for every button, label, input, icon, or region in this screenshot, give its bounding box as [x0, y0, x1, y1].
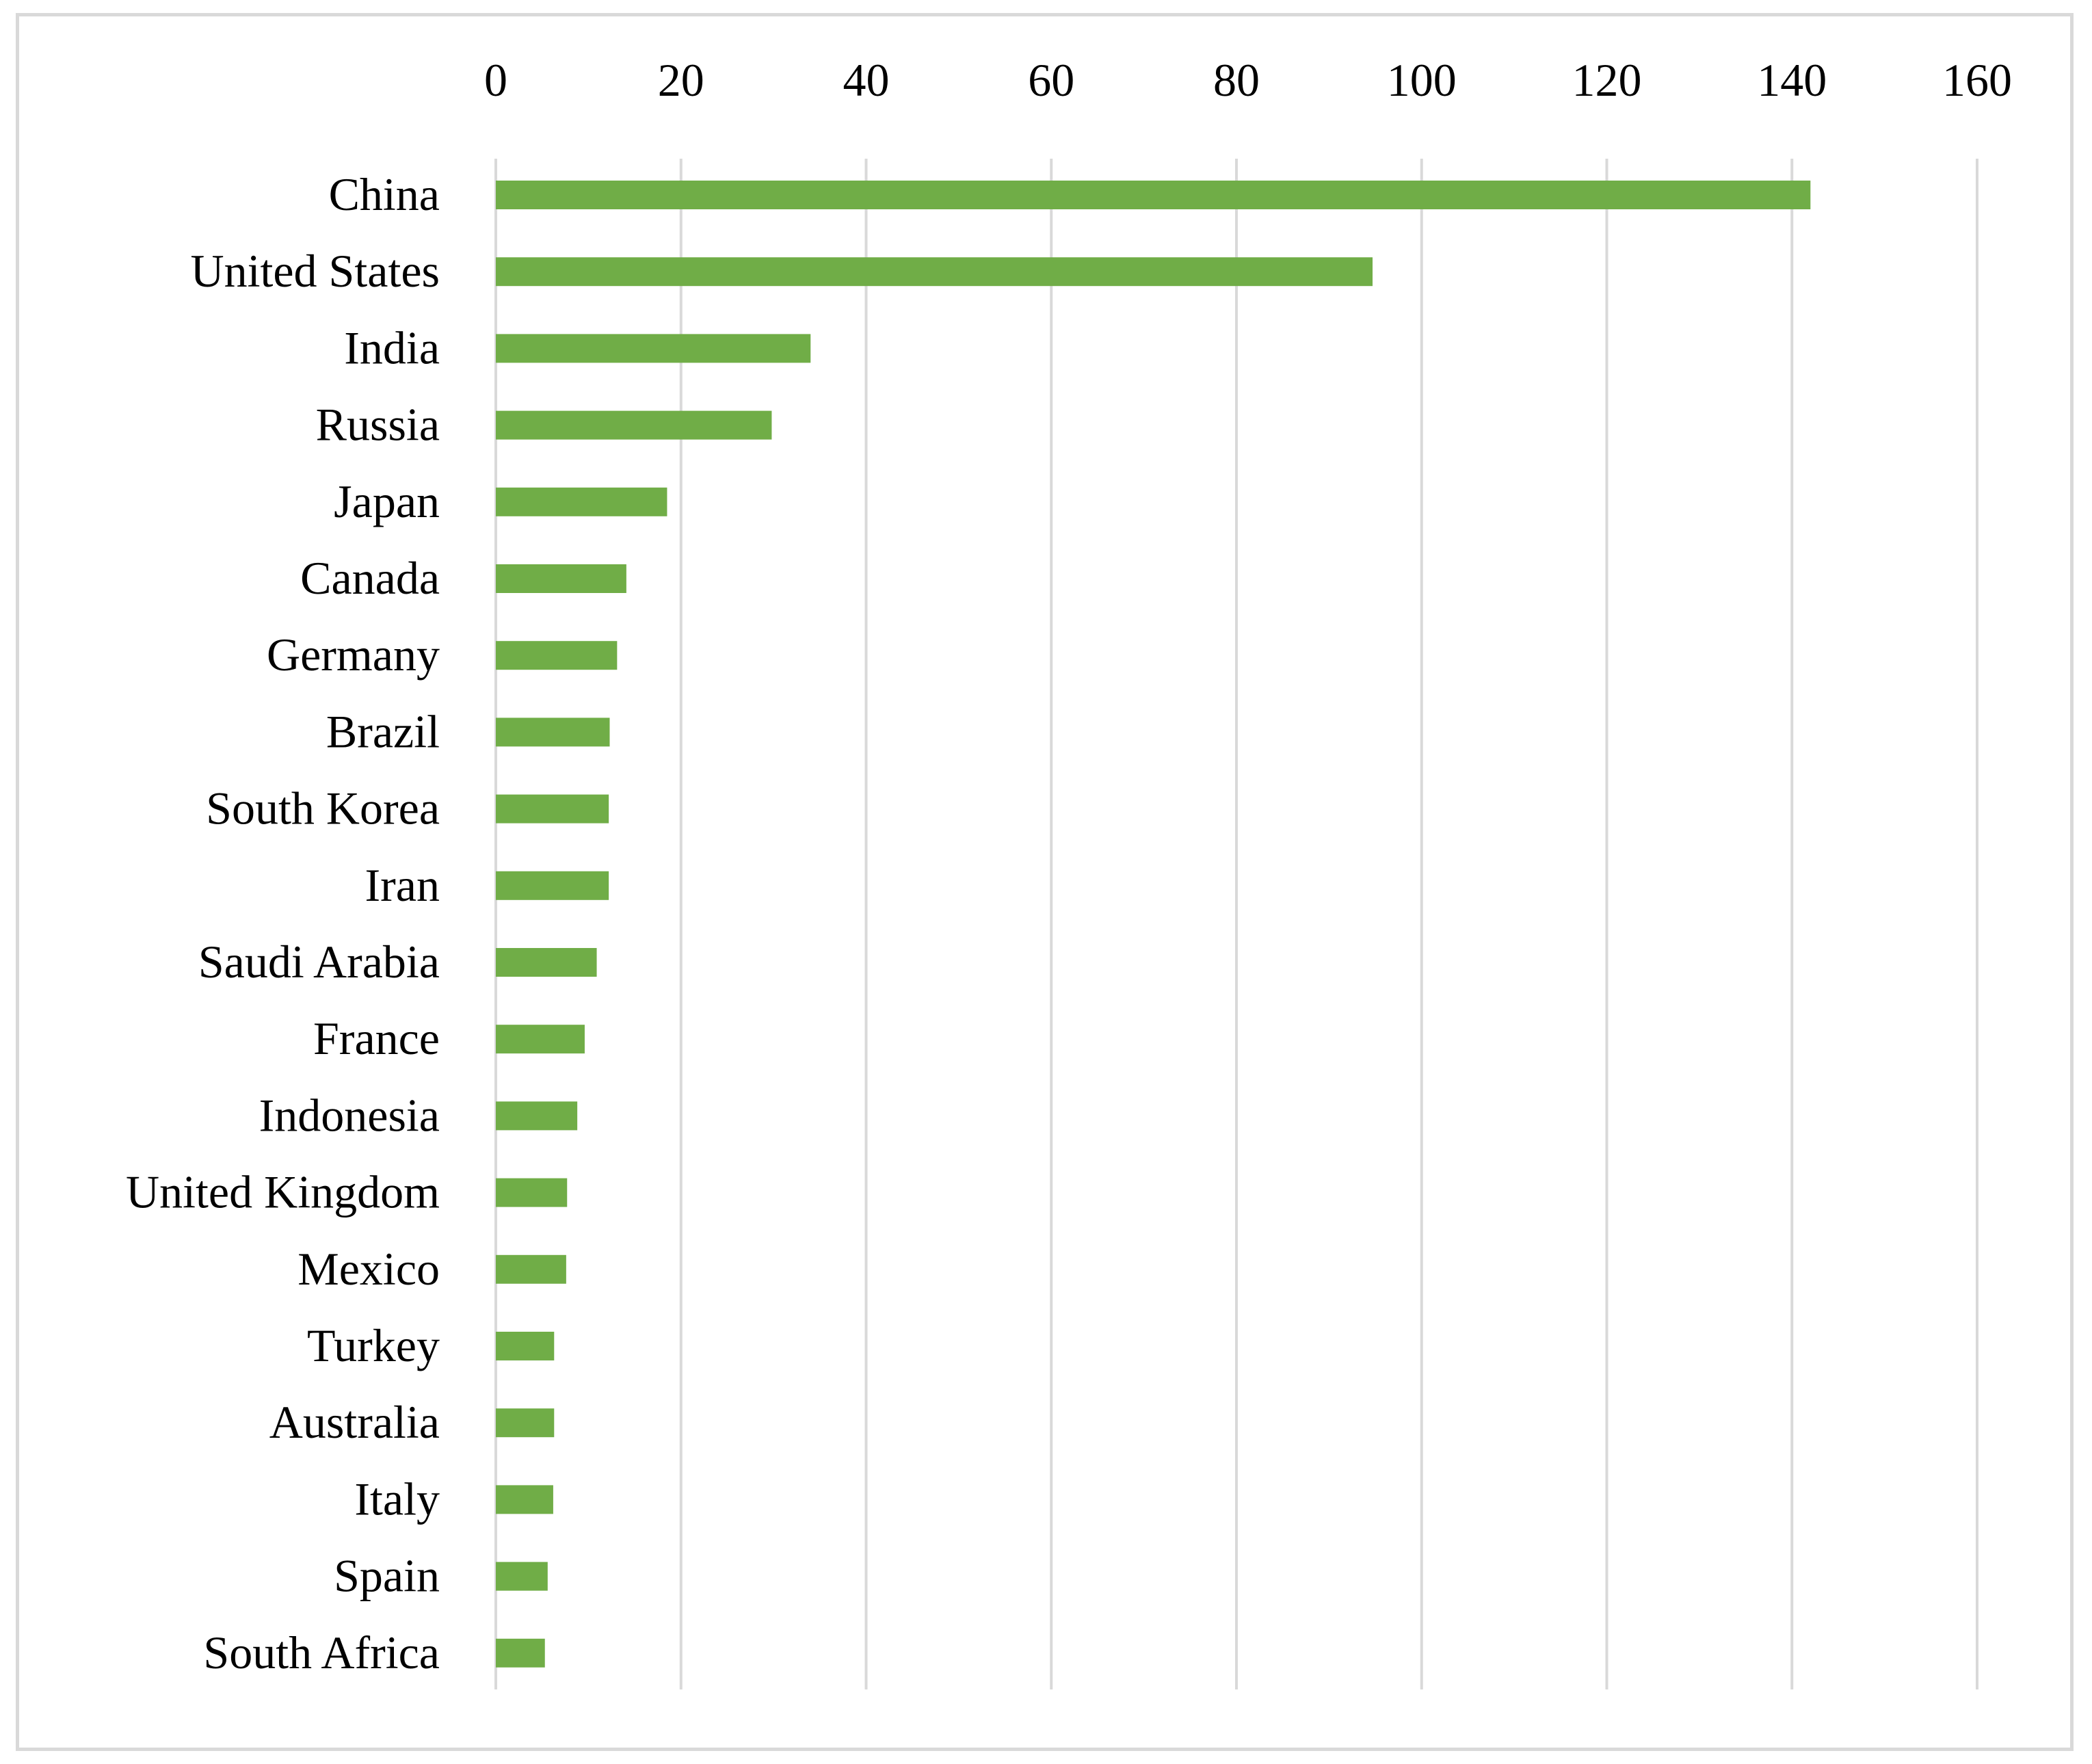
x-tick-label: 140 — [1757, 54, 1827, 106]
bar — [496, 718, 610, 747]
x-tick-label: 160 — [1942, 54, 2012, 106]
x-tick-label: 80 — [1213, 54, 1260, 106]
bar — [496, 564, 626, 593]
bar — [496, 1332, 555, 1360]
category-label: China — [329, 168, 440, 220]
category-label: South Korea — [206, 782, 440, 834]
bar — [496, 641, 618, 670]
bar — [496, 1485, 553, 1514]
category-label: United States — [190, 245, 440, 297]
category-labels: China United States India Russia Japan Canada… — [126, 168, 440, 1679]
bar — [496, 487, 667, 516]
category-label: Japan — [334, 475, 440, 527]
bar — [496, 1638, 545, 1668]
category-label: France — [313, 1012, 440, 1064]
category-label: Canada — [300, 552, 440, 604]
category-label: United Kingdom — [126, 1166, 440, 1218]
x-tick-label: 100 — [1387, 54, 1457, 106]
bar — [496, 410, 772, 440]
category-label: Iran — [365, 859, 440, 911]
bar — [496, 1408, 555, 1438]
bar — [496, 1101, 578, 1131]
category-label: Italy — [354, 1473, 440, 1525]
category-label: Australia — [269, 1396, 440, 1448]
bar — [496, 181, 1811, 209]
gridlines — [494, 159, 1978, 1689]
bar — [496, 1178, 568, 1207]
bar — [496, 948, 597, 977]
category-label: Spain — [334, 1550, 440, 1602]
bar — [496, 1025, 585, 1054]
x-tick-label: 60 — [1028, 54, 1074, 106]
category-label: Saudi Arabia — [198, 936, 440, 988]
category-label: India — [344, 321, 440, 373]
category-label: South Africa — [203, 1627, 440, 1679]
category-label: Turkey — [307, 1319, 440, 1371]
bar — [496, 794, 609, 824]
category-label: Brazil — [326, 705, 440, 757]
bar — [496, 334, 811, 363]
bar — [496, 1562, 548, 1591]
chart-frame — [16, 13, 2074, 1751]
category-label: Germany — [267, 629, 440, 681]
bars — [496, 181, 1811, 1668]
bar — [496, 871, 609, 900]
bar — [496, 257, 1373, 287]
x-tick-label: 20 — [658, 54, 704, 106]
x-tick-label: 0 — [484, 54, 507, 106]
x-tick-label: 120 — [1572, 54, 1642, 106]
bar — [496, 1254, 566, 1284]
x-tick-label: 40 — [843, 54, 890, 106]
category-label: Russia — [316, 399, 440, 451]
category-label: Indonesia — [259, 1089, 440, 1141]
x-axis-ticks: 0 20 40 60 80 100 120 140 160 — [484, 54, 2012, 106]
category-label: Mexico — [297, 1243, 440, 1295]
